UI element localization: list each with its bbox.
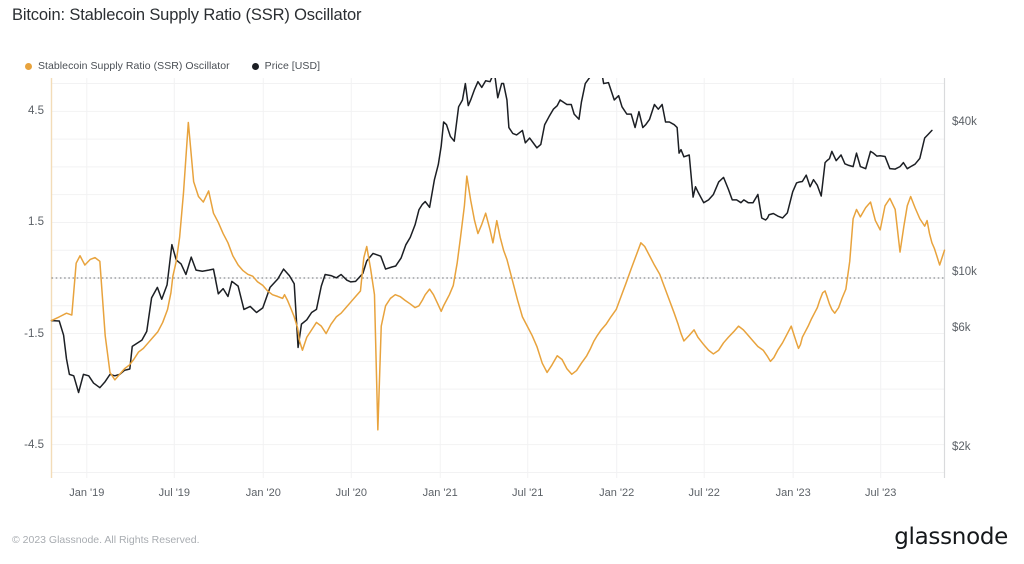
chart-canvas <box>50 78 946 478</box>
y-right-tick-label: $40k <box>952 115 977 128</box>
y-left-tick-label: -1.5 <box>24 327 44 340</box>
y-left-tick-label: 1.5 <box>28 216 44 229</box>
x-tick-label: Jul '20 <box>335 487 368 499</box>
y-left-tick-label: -4.5 <box>24 438 44 451</box>
x-tick-label: Jul '23 <box>864 487 897 499</box>
x-tick-label: Jan '22 <box>599 487 635 499</box>
x-tick-label: Jan '23 <box>775 487 811 499</box>
copyright-text: © 2023 Glassnode. All Rights Reserved. <box>12 534 200 546</box>
plot-area[interactable] <box>0 78 1024 478</box>
x-tick-label: Jul '19 <box>158 487 191 499</box>
x-tick-label: Jan '20 <box>245 487 281 499</box>
page-title: Bitcoin: Stablecoin Supply Ratio (SSR) O… <box>12 6 362 24</box>
price-series-line <box>50 78 933 394</box>
y-right-tick-label: $6k <box>952 321 971 334</box>
legend-label-ssr: Stablecoin Supply Ratio (SSR) Oscillator <box>38 60 230 72</box>
glassnode-logo: glassnode <box>894 524 1008 550</box>
y-right-tick-label: $2k <box>952 440 971 453</box>
legend-label-price: Price [USD] <box>264 60 321 72</box>
legend-dot-icon <box>25 62 32 70</box>
x-tick-label: Jan '19 <box>69 487 105 499</box>
legend-dot-icon <box>251 62 259 70</box>
legend-item-ssr[interactable]: Stablecoin Supply Ratio (SSR) Oscillator <box>25 60 230 72</box>
legend-item-price[interactable]: Price [USD] <box>251 60 321 72</box>
ssr-series-line <box>50 121 946 431</box>
gridlines <box>51 78 945 478</box>
y-right-tick-label: $10k <box>952 266 977 279</box>
y-left-tick-label: 4.5 <box>28 105 44 118</box>
chart-legend: Stablecoin Supply Ratio (SSR) Oscillator… <box>25 59 320 73</box>
x-tick-label: Jan '21 <box>422 487 458 499</box>
x-axis: Jan '19 Jul '19 Jan '20 Jul '20 Jan '21 Jul '… <box>0 487 1024 505</box>
x-tick-label: Jul '21 <box>511 487 544 499</box>
x-tick-label: Jul '22 <box>688 487 720 499</box>
